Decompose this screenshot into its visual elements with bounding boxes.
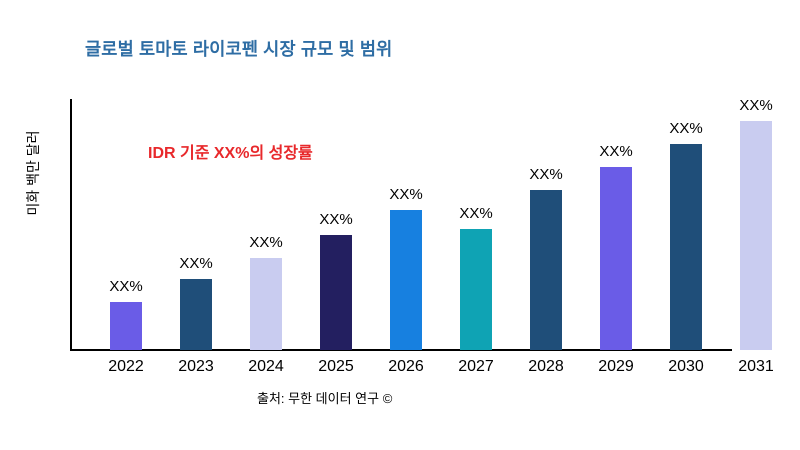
bar-2030: [670, 144, 702, 350]
bar-2025: [320, 235, 352, 350]
bar-2027: [460, 229, 492, 350]
x-tick-label-2025: 2025: [318, 358, 354, 375]
bar-2029: [600, 167, 632, 350]
bar-value-label-2027: XX%: [459, 205, 493, 222]
chart-title: 글로벌 토마토 라이코펜 시장 규모 및 범위: [85, 39, 393, 59]
x-tick-label-2026: 2026: [388, 358, 424, 375]
bar-value-label-2022: XX%: [109, 278, 143, 295]
x-tick-label-2030: 2030: [668, 358, 704, 375]
growth-rate-annotation: IDR 기준 XX%의 성장률: [148, 145, 313, 162]
bar-value-label-2028: XX%: [529, 166, 563, 183]
source-caption: 출처: 무한 데이터 연구 ©: [257, 391, 393, 406]
x-tick-label-2031: 2031: [738, 358, 774, 375]
x-tick-label-2027: 2027: [458, 358, 494, 375]
bar-2022: [110, 302, 142, 350]
bar-value-label-2025: XX%: [319, 211, 353, 228]
x-tick-label-2023: 2023: [178, 358, 214, 375]
x-axis-line: [70, 349, 732, 351]
bar-2023: [180, 279, 212, 350]
x-tick-label-2022: 2022: [108, 358, 144, 375]
bar-2024: [250, 258, 282, 350]
bar-value-label-2023: XX%: [179, 255, 213, 272]
bar-2031: [740, 121, 772, 350]
bar-2026: [390, 210, 422, 350]
y-axis-line: [70, 99, 72, 351]
bar-value-label-2026: XX%: [389, 186, 423, 203]
x-tick-label-2028: 2028: [528, 358, 564, 375]
bar-value-label-2030: XX%: [669, 120, 703, 137]
bar-value-label-2031: XX%: [739, 97, 773, 114]
x-tick-label-2024: 2024: [248, 358, 284, 375]
bar-value-label-2024: XX%: [249, 234, 283, 251]
y-axis-label: 미화 백만 달러: [25, 130, 41, 216]
bar-2028: [530, 190, 562, 350]
x-tick-label-2029: 2029: [598, 358, 634, 375]
plot-area: XX% 2022 XX% 2023 XX% 2024 XX% 2025 XX% 2026 XX% 20…: [70, 97, 776, 375]
bar-value-label-2029: XX%: [599, 143, 633, 160]
